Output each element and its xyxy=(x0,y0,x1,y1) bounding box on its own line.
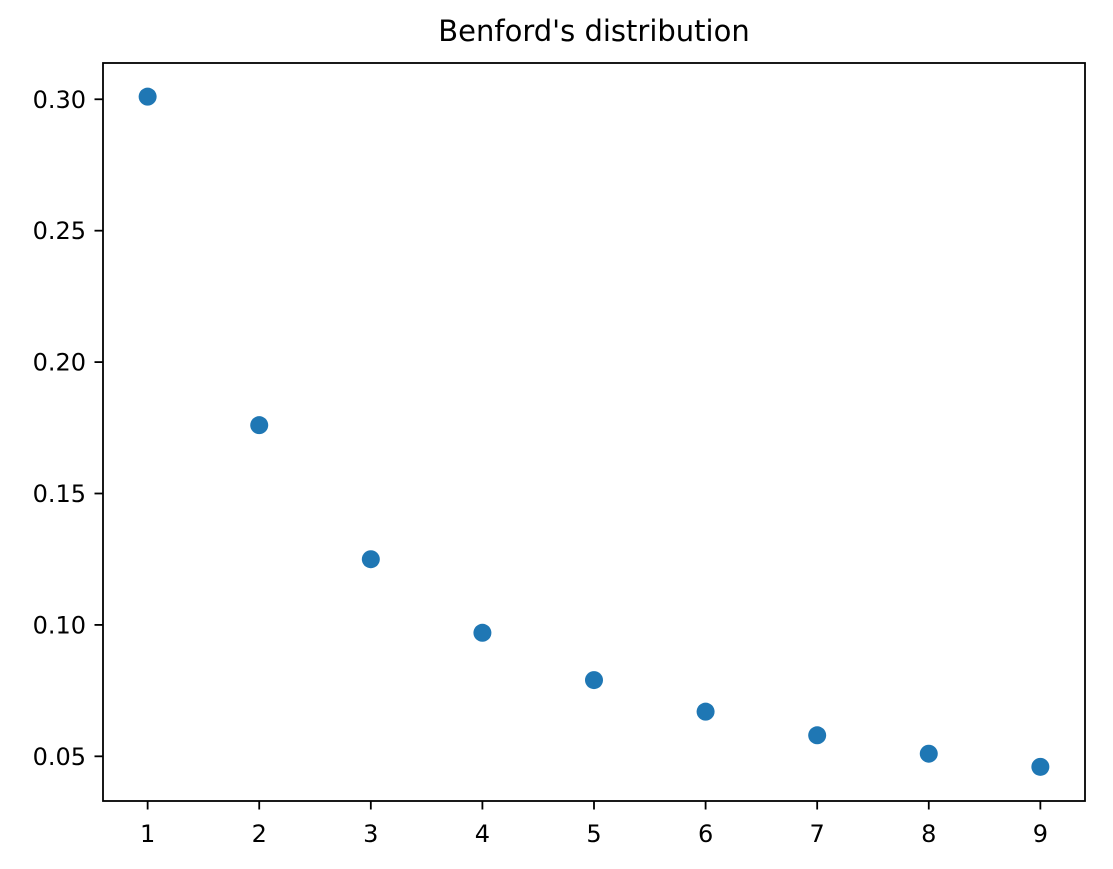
scatter-points xyxy=(138,87,1050,776)
x-tick-label: 3 xyxy=(363,820,378,848)
data-point xyxy=(585,671,603,690)
data-point xyxy=(138,87,157,106)
data-point xyxy=(473,623,492,642)
x-tick-label: 1 xyxy=(140,820,155,848)
chart-title: Benford's distribution xyxy=(438,14,749,48)
plot-border xyxy=(102,62,1086,802)
y-axis: 0.05 0.10 0.15 0.20 0.25 0.30 xyxy=(33,86,103,771)
y-tick-label: 0.20 xyxy=(33,349,86,377)
plot-frame xyxy=(102,62,1086,802)
y-tick-label: 0.15 xyxy=(33,480,86,508)
x-tick-label: 8 xyxy=(921,820,936,848)
data-point xyxy=(1031,757,1050,776)
data-point xyxy=(919,744,938,763)
y-tick-label: 0.05 xyxy=(33,743,86,771)
x-axis: 1 2 3 4 5 6 7 8 9 xyxy=(140,801,1048,848)
data-point xyxy=(808,726,827,745)
x-tick-label: 4 xyxy=(475,820,490,848)
x-tick-label: 5 xyxy=(586,820,601,848)
x-tick-label: 9 xyxy=(1033,820,1048,848)
data-point xyxy=(361,550,380,569)
data-point xyxy=(696,702,715,721)
x-tick-label: 2 xyxy=(252,820,267,848)
y-tick-label: 0.30 xyxy=(33,86,86,114)
y-tick-label: 0.25 xyxy=(33,217,86,245)
data-point xyxy=(250,416,269,435)
x-tick-label: 6 xyxy=(698,820,713,848)
y-tick-label: 0.10 xyxy=(33,611,86,639)
x-tick-label: 7 xyxy=(810,820,825,848)
